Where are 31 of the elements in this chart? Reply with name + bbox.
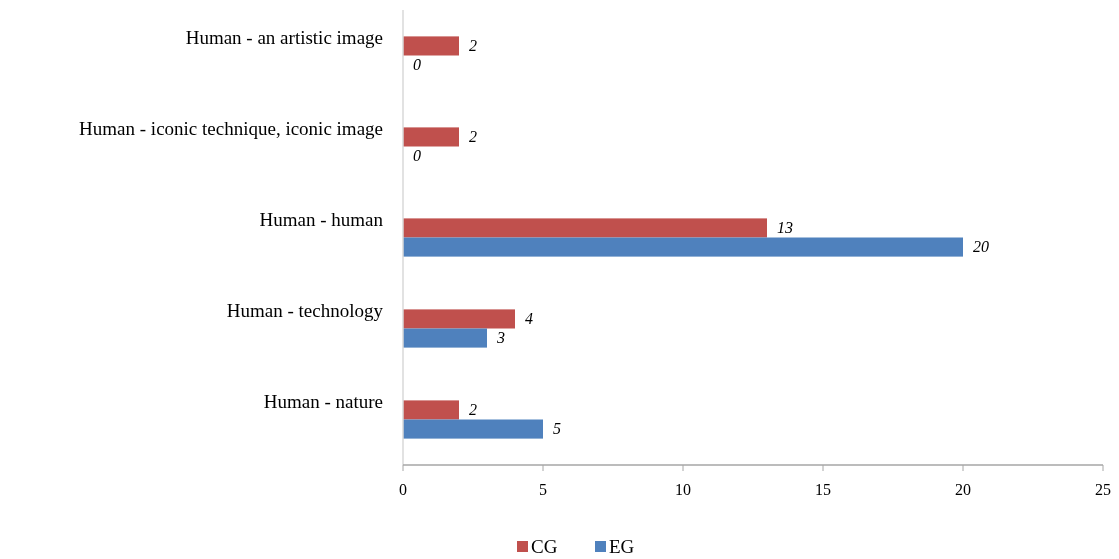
bar [403, 127, 459, 147]
y-tick-label: Human - human [259, 208, 384, 230]
bar [403, 237, 963, 257]
bar [403, 419, 543, 439]
data-label: 2 [469, 127, 477, 145]
x-tick-label: 10 [675, 481, 691, 498]
data-label: 5 [553, 420, 561, 438]
y-tick-label: Human - nature [263, 390, 383, 412]
bar [403, 218, 767, 238]
x-tick-label: 20 [955, 481, 971, 498]
y-tick-label: Human - an artistic image [185, 26, 383, 48]
bar [403, 400, 459, 420]
x-tick-label: 5 [539, 481, 547, 498]
bar [403, 309, 515, 329]
data-label: 0 [413, 147, 421, 165]
data-label: 2 [469, 400, 477, 418]
data-label: 3 [496, 329, 505, 347]
legend-label: CG [531, 536, 558, 557]
y-tick-label: Human - technology [226, 299, 384, 321]
data-label: 0 [413, 56, 421, 74]
data-label: 20 [973, 238, 989, 256]
data-label: 13 [777, 218, 793, 236]
legend-label: EG [609, 536, 635, 557]
x-tick-label: 25 [1095, 481, 1111, 498]
x-tick-label: 0 [399, 481, 407, 498]
bar [403, 328, 487, 348]
bar [403, 36, 459, 56]
data-label: 2 [469, 36, 477, 54]
data-label: 4 [525, 309, 533, 327]
y-tick-label: Human - iconic technique, iconic image [79, 117, 383, 139]
x-tick-label: 15 [815, 481, 831, 498]
